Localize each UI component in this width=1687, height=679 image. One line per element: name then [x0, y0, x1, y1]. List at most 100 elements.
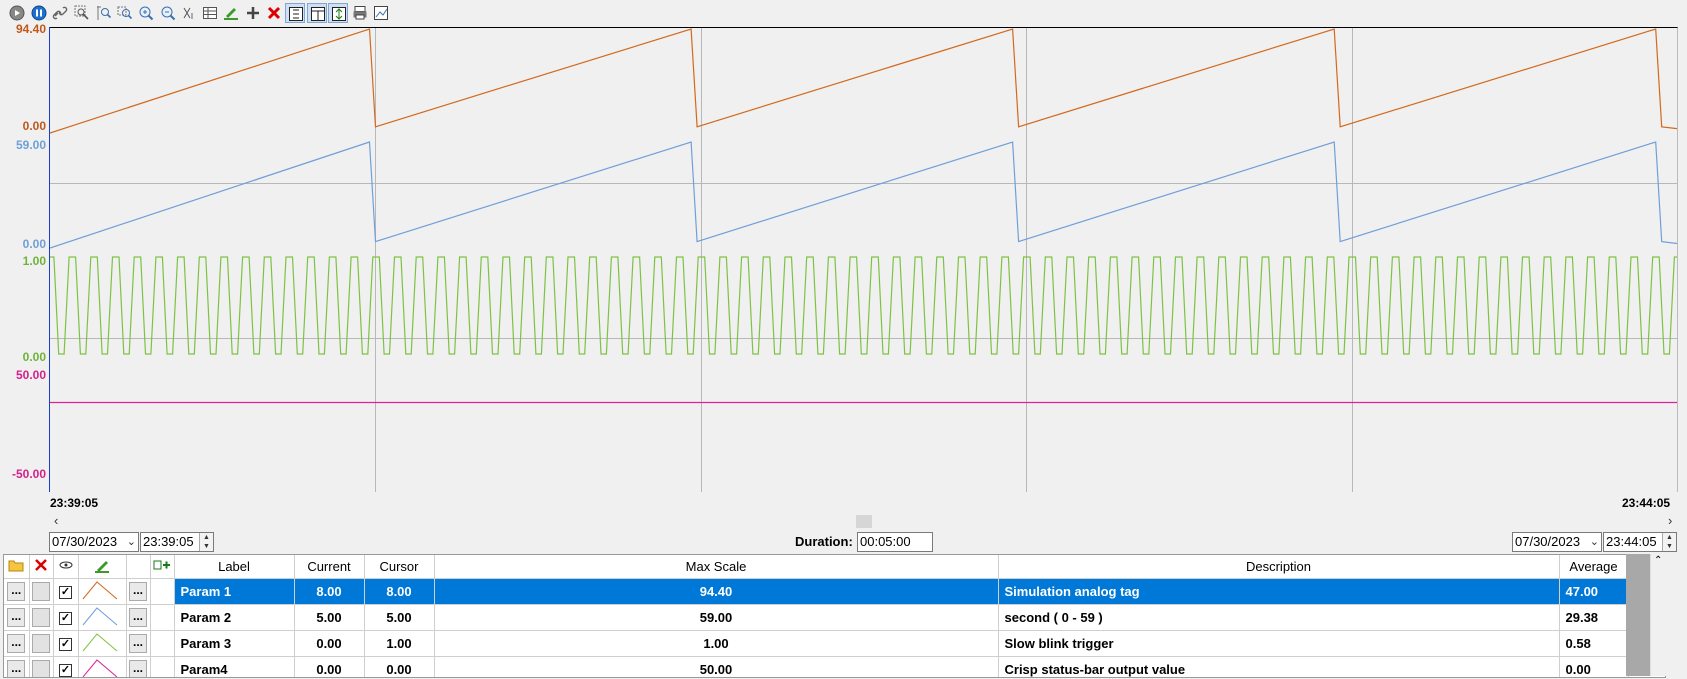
pen-options-cell[interactable]: ... — [126, 604, 151, 631]
max-scale-cell[interactable]: 1.00 — [434, 630, 999, 657]
vertical-scrollbar[interactable]: ⌃ — [1650, 554, 1666, 676]
label-cell[interactable]: Param 1 — [174, 578, 295, 605]
label-cell[interactable]: Param 3 — [174, 630, 295, 657]
pen-preview-cell[interactable] — [78, 656, 127, 677]
max-scale-cell[interactable]: 94.40 — [434, 578, 999, 605]
delete-button[interactable] — [264, 3, 284, 23]
row-select-button[interactable] — [32, 634, 50, 653]
row-options-cell[interactable]: ... — [4, 604, 30, 631]
header-cursor[interactable]: Cursor — [364, 555, 435, 579]
add-parameter-icon[interactable] — [150, 555, 175, 579]
pen-options-button[interactable]: ... — [129, 660, 147, 677]
start-date-picker[interactable]: 07/30/2023 ⌄ — [49, 532, 139, 552]
pen-button[interactable] — [221, 3, 241, 23]
pen-options-cell[interactable]: ... — [126, 656, 151, 677]
visibility-cell[interactable]: ✓ — [53, 578, 79, 605]
link-button[interactable] — [50, 3, 70, 23]
scroll-left-icon[interactable]: ‹ — [54, 513, 59, 528]
row-options-cell[interactable]: ... — [4, 630, 30, 657]
visibility-cell[interactable]: ✓ — [53, 656, 79, 677]
pause-button[interactable] — [29, 3, 49, 23]
visibility-checkbox[interactable]: ✓ — [59, 586, 72, 600]
scale-button[interactable] — [328, 3, 348, 23]
description-cell[interactable]: Crisp status-bar output value — [998, 656, 1560, 677]
pen-preview-cell[interactable] — [78, 604, 127, 631]
pen-options-cell[interactable]: ... — [126, 630, 151, 657]
header-current[interactable]: Current — [294, 555, 365, 579]
scroll-up-icon[interactable]: ⌃ — [1654, 555, 1663, 566]
description-cell[interactable]: Slow blink trigger — [998, 630, 1560, 657]
spin-arrows-icon[interactable]: ▲ ▼ — [1662, 533, 1676, 551]
series-line-param-3[interactable] — [50, 256, 1677, 355]
table-row[interactable]: ... ✓... Param 3 0.00 1.00 1.00 Slow blink tri… — [4, 630, 1629, 657]
series-line-param-1[interactable] — [50, 28, 1677, 134]
pen-options-button[interactable]: ... — [129, 582, 147, 601]
visibility-cell[interactable]: ✓ — [53, 604, 79, 631]
zoom-area-out-button[interactable] — [115, 3, 135, 23]
zoom-in-button[interactable] — [136, 3, 156, 23]
visibility-checkbox[interactable]: ✓ — [59, 664, 72, 677]
pen-preview-cell[interactable] — [78, 578, 127, 605]
spin-arrows-icon[interactable]: ▲ ▼ — [199, 533, 213, 551]
row-options-cell[interactable]: ... — [4, 578, 30, 605]
max-scale-cell[interactable]: 50.00 — [434, 656, 999, 677]
series-line-param-2[interactable] — [50, 141, 1677, 249]
visibility-checkbox[interactable]: ✓ — [59, 612, 72, 626]
scroll-thumb[interactable] — [856, 515, 872, 528]
scroll-right-icon[interactable]: › — [1668, 513, 1673, 528]
stack-button[interactable] — [285, 3, 305, 23]
split-button[interactable] — [307, 3, 327, 23]
horizontal-scrollbar[interactable]: ‹ › — [50, 513, 1680, 530]
header-description[interactable]: Description — [998, 555, 1560, 579]
pen-preview-cell[interactable] — [78, 630, 127, 657]
table-button[interactable] — [200, 3, 220, 23]
row-select-cell[interactable] — [29, 604, 54, 631]
header-max-scale[interactable]: Max Scale — [434, 555, 999, 579]
row-select-cell[interactable] — [29, 578, 54, 605]
row-options-button[interactable]: ... — [7, 608, 26, 627]
visibility-checkbox[interactable]: ✓ — [59, 638, 72, 652]
description-cell[interactable]: second ( 0 - 59 ) — [998, 604, 1560, 631]
row-options-button[interactable]: ... — [7, 660, 26, 677]
table-row[interactable]: ... ✓... Param4 0.00 0.00 50.00 Crisp status-b… — [4, 656, 1629, 677]
chevron-down-icon[interactable]: ⌄ — [126, 536, 136, 548]
row-select-button[interactable] — [32, 582, 50, 601]
header-label[interactable]: Label — [174, 555, 295, 579]
cursor-button[interactable] — [179, 3, 199, 23]
start-time-spinner[interactable]: 23:39:05 ▲ ▼ — [140, 532, 214, 552]
export-button[interactable] — [371, 3, 391, 23]
end-date-picker[interactable]: 07/30/2023 ⌄ — [1512, 532, 1602, 552]
label-cell[interactable]: Param 2 — [174, 604, 295, 631]
zoom-fit-button[interactable] — [72, 3, 92, 23]
row-options-button[interactable]: ... — [7, 634, 26, 653]
table-row[interactable]: ... ✓... Param 1 8.00 8.00 94.40 Simulation an… — [4, 578, 1629, 605]
pen-options-cell[interactable]: ... — [126, 578, 151, 605]
visibility-cell[interactable]: ✓ — [53, 630, 79, 657]
pen-color-icon[interactable] — [78, 555, 127, 579]
delete-row-icon[interactable] — [29, 555, 54, 579]
zoom-area-button[interactable] — [94, 3, 114, 23]
row-select-cell[interactable] — [29, 630, 54, 657]
folder-icon[interactable] — [4, 555, 30, 579]
description-cell[interactable]: Simulation analog tag — [998, 578, 1560, 605]
row-options-button[interactable]: ... — [7, 582, 26, 601]
visibility-icon[interactable] — [53, 555, 79, 579]
zoom-out-button[interactable] — [158, 3, 178, 23]
add-button[interactable] — [243, 3, 263, 23]
end-time-spinner[interactable]: 23:44:05 ▲ ▼ — [1603, 532, 1677, 552]
pen-options-button[interactable]: ... — [129, 608, 147, 627]
chevron-down-icon[interactable]: ⌄ — [1589, 536, 1599, 548]
play-button[interactable] — [7, 3, 27, 23]
pen-options-button[interactable]: ... — [129, 634, 147, 653]
row-select-button[interactable] — [32, 608, 50, 627]
duration-field[interactable]: 00:05:00 — [857, 532, 933, 552]
row-select-button[interactable] — [32, 660, 50, 677]
label-cell[interactable]: Param4 — [174, 656, 295, 677]
table-row[interactable]: ... ✓... Param 2 5.00 5.00 59.00 second ( 0 - … — [4, 604, 1629, 631]
row-options-cell[interactable]: ... — [4, 656, 30, 677]
row-select-cell[interactable] — [29, 656, 54, 677]
header-average[interactable]: Average — [1559, 555, 1629, 579]
max-scale-cell[interactable]: 59.00 — [434, 604, 999, 631]
print-button[interactable] — [350, 3, 370, 23]
trend-chart[interactable] — [50, 27, 1678, 492]
